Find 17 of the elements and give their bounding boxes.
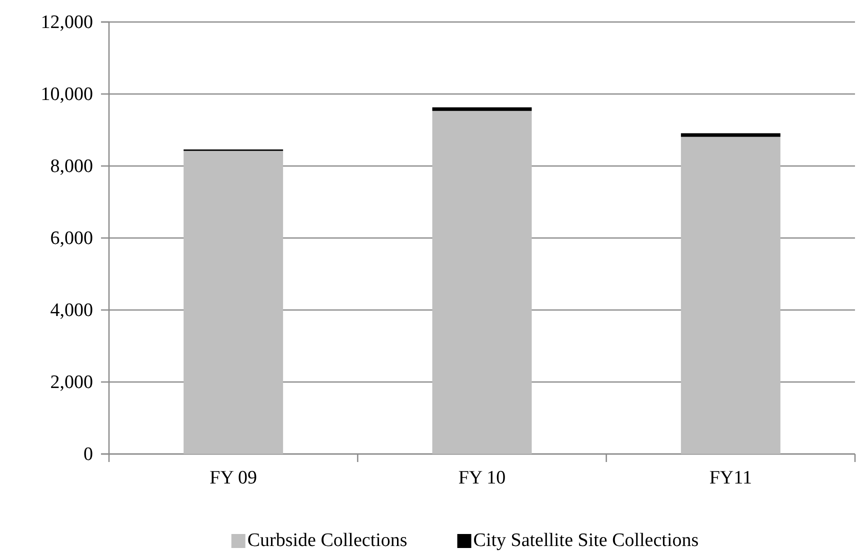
y-tick-label: 2,000 [50, 372, 93, 394]
x-tick-label: FY 10 [458, 467, 506, 488]
y-tick-label: 6,000 [50, 228, 93, 250]
y-tick-label: 12,000 [40, 12, 93, 34]
bar [432, 107, 532, 111]
legend-label: Curbside Collections [247, 530, 408, 551]
y-tick-label: 0 [84, 444, 93, 466]
x-tick-label: FY11 [709, 467, 752, 488]
bar [680, 136, 780, 454]
y-tick-label: 8,000 [50, 156, 93, 178]
bar [680, 133, 780, 137]
legend-label: City Satellite Site Collections [473, 530, 699, 551]
bar [184, 150, 284, 454]
x-tick-label: FY 09 [210, 467, 258, 488]
bar [432, 110, 532, 454]
y-tick-label: 10,000 [40, 84, 93, 106]
y-tick-label: 4,000 [50, 300, 93, 322]
